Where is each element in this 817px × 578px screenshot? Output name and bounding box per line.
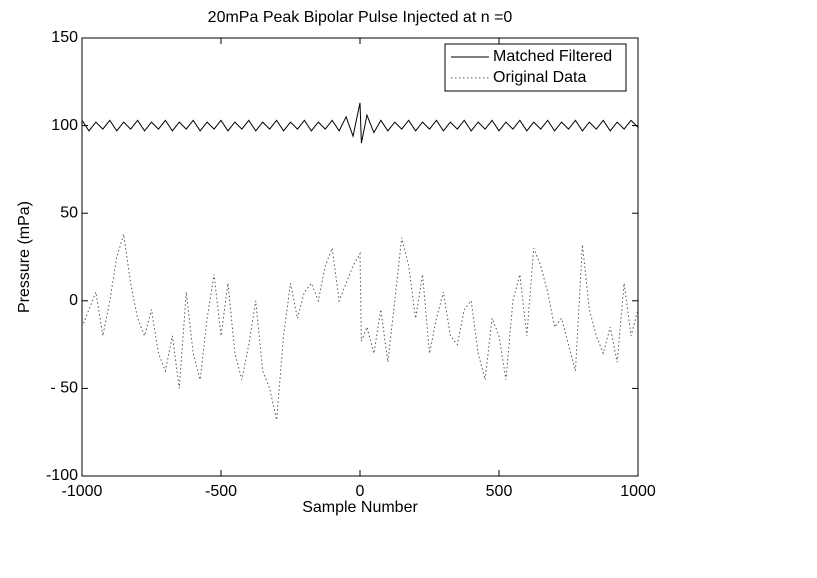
x-tick-label: 0 (356, 483, 365, 500)
series-line (81, 102, 639, 144)
legend-label: Matched Filtered (493, 48, 612, 65)
x-tick-label: 1000 (620, 483, 656, 500)
y-tick-label: 100 (51, 117, 78, 134)
y-tick-label: -100 (46, 467, 78, 484)
chart-title: 20mPa Peak Bipolar Pulse Injected at n =… (208, 9, 513, 26)
series-line (81, 234, 639, 421)
y-tick-label: - 50 (50, 380, 78, 397)
y-tick-label: 50 (60, 204, 78, 221)
x-tick-label: 500 (486, 483, 513, 500)
y-tick-label: 150 (51, 29, 78, 46)
x-tick-label: -500 (205, 483, 237, 500)
x-tick-label: -1000 (62, 483, 103, 500)
y-axis-label: Pressure (mPa) (16, 201, 33, 313)
y-tick-label: 0 (69, 292, 78, 309)
x-axis-label: Sample Number (302, 499, 418, 516)
legend-box (444, 43, 627, 92)
legend-label: Original Data (493, 69, 586, 86)
